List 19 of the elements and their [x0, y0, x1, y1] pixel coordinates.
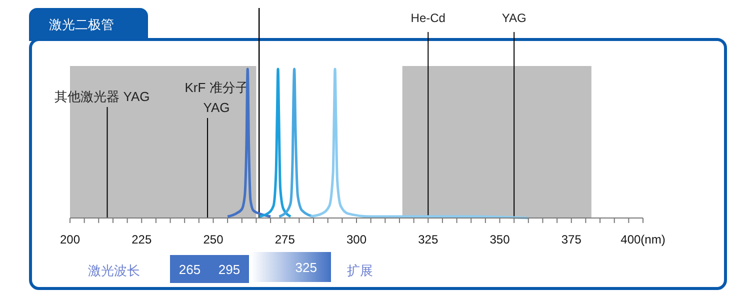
ref-line-label: YAG [502, 11, 526, 25]
ref-line-label: KrF 准分子 YAG [184, 80, 248, 115]
ref-line-label: 其他激光器 YAG [54, 89, 150, 104]
x-tick-label: 400(nm) [620, 232, 666, 247]
text: 激光波长 [88, 262, 140, 280]
text: 295 [218, 262, 240, 276]
x-tick-label: 300 [346, 232, 367, 247]
x-tick-label: 375 [561, 232, 582, 247]
text: 325 [295, 260, 317, 274]
x-tick-label: 200 [60, 232, 80, 247]
x-tick-label: 275 [274, 232, 296, 247]
x-tick-label: 325 [418, 232, 438, 247]
text: 扩展 [347, 262, 373, 280]
chart-title: 激光二极管 [29, 8, 148, 41]
x-tick-label: 225 [132, 232, 152, 247]
x-tick-label: 350 [490, 232, 510, 247]
text: 265 [178, 262, 201, 276]
x-tick-label: 250 [203, 232, 224, 247]
ref-line-label: He-Cd [410, 11, 446, 25]
